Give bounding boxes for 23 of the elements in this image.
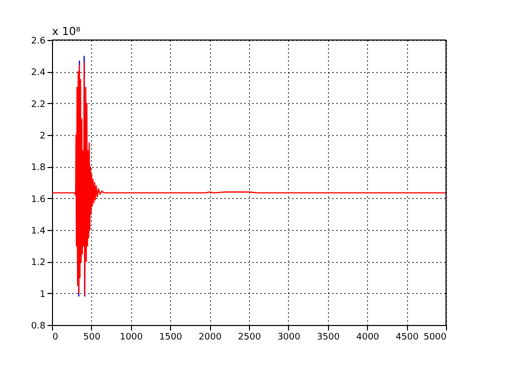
- y-tick-label: 1.8: [31, 163, 46, 174]
- text: x 10⁸: [52, 25, 82, 38]
- x-tick-label: 0: [52, 332, 58, 342]
- y-tick-label: 2.2: [31, 100, 46, 110]
- x-tick-label: 2000: [198, 332, 222, 342]
- line-series: [52, 62, 446, 296]
- x-tick-label: 1000: [120, 332, 144, 342]
- x-tick-label: 4000: [356, 332, 380, 342]
- x-tick-label: 3500: [316, 332, 340, 342]
- y-tick-label: 2: [40, 132, 46, 142]
- x-tick-label: 3000: [277, 332, 301, 342]
- y-tick-label: 1.2: [31, 258, 46, 268]
- x-tick-label: 5000: [424, 332, 447, 342]
- y-tick-label: 1: [40, 290, 46, 300]
- y-tick-label: 1.6: [31, 194, 46, 205]
- x-tick-label: 1500: [159, 332, 182, 342]
- x-tick-label: 4500: [396, 332, 419, 342]
- y-tick-label: 0.8: [31, 322, 46, 332]
- y-tick-label: 1.4: [31, 226, 46, 236]
- x-tick-label: 500: [83, 332, 101, 342]
- x-tick-label: 2500: [238, 332, 262, 342]
- y-tick-label: 2.4: [31, 68, 46, 78]
- y-tick-label: 2.6: [31, 36, 46, 46]
